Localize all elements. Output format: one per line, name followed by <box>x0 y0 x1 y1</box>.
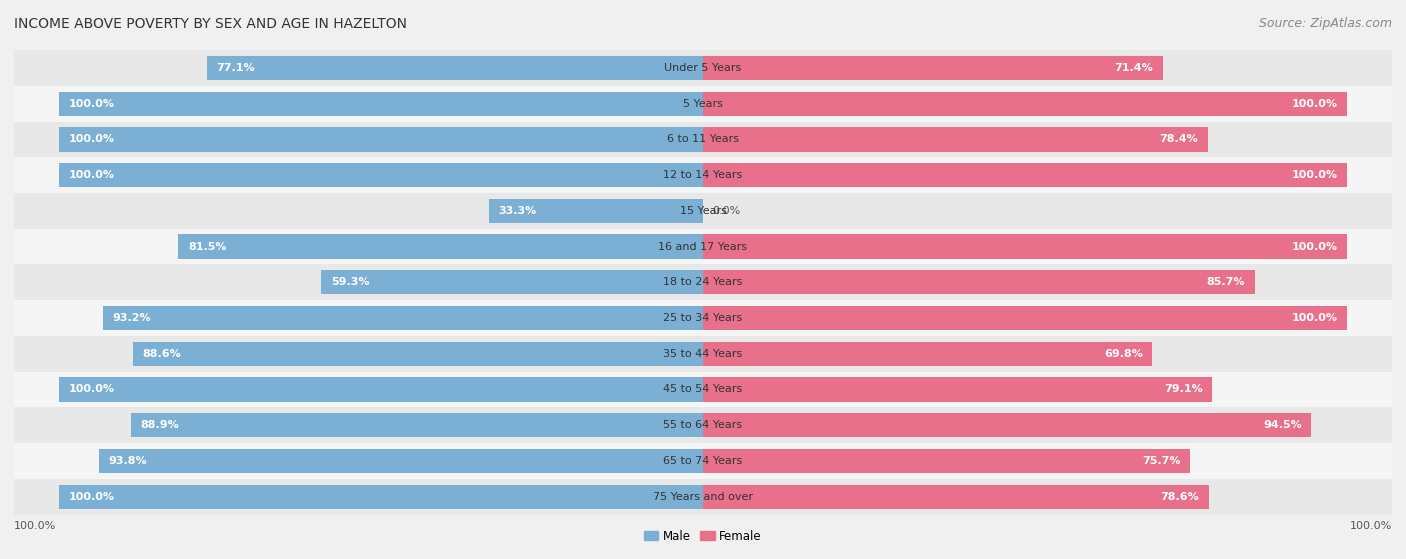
Bar <box>14 86 1392 121</box>
Text: 94.5%: 94.5% <box>1263 420 1302 430</box>
Text: 75.7%: 75.7% <box>1142 456 1181 466</box>
Bar <box>14 336 1392 372</box>
Text: 100.0%: 100.0% <box>14 520 56 530</box>
Bar <box>59 127 703 151</box>
Bar <box>321 270 703 295</box>
Bar <box>703 342 1153 366</box>
Text: 93.8%: 93.8% <box>108 456 148 466</box>
Text: 100.0%: 100.0% <box>1350 520 1392 530</box>
Text: 18 to 24 Years: 18 to 24 Years <box>664 277 742 287</box>
Bar <box>14 479 1392 514</box>
Bar <box>14 193 1392 229</box>
Bar <box>14 264 1392 300</box>
Text: 75 Years and over: 75 Years and over <box>652 492 754 501</box>
Text: 100.0%: 100.0% <box>69 492 115 501</box>
Text: 6 to 11 Years: 6 to 11 Years <box>666 134 740 144</box>
Bar <box>14 443 1392 479</box>
Bar <box>14 229 1392 264</box>
Text: 100.0%: 100.0% <box>1291 241 1337 252</box>
Bar <box>703 306 1347 330</box>
Text: INCOME ABOVE POVERTY BY SEX AND AGE IN HAZELTON: INCOME ABOVE POVERTY BY SEX AND AGE IN H… <box>14 17 408 31</box>
Bar <box>703 234 1347 259</box>
Text: 77.1%: 77.1% <box>217 63 254 73</box>
Bar <box>703 413 1312 437</box>
Text: 85.7%: 85.7% <box>1206 277 1246 287</box>
Text: Under 5 Years: Under 5 Years <box>665 63 741 73</box>
Text: 25 to 34 Years: 25 to 34 Years <box>664 313 742 323</box>
Bar <box>703 449 1191 473</box>
Bar <box>59 92 703 116</box>
Bar <box>14 372 1392 408</box>
Text: 79.1%: 79.1% <box>1164 385 1202 395</box>
Text: 65 to 74 Years: 65 to 74 Years <box>664 456 742 466</box>
Bar <box>59 377 703 401</box>
Bar <box>103 306 703 330</box>
Bar <box>14 157 1392 193</box>
Text: 71.4%: 71.4% <box>1115 63 1153 73</box>
Bar <box>703 485 1209 509</box>
Bar <box>131 413 703 437</box>
Text: 100.0%: 100.0% <box>69 99 115 108</box>
Bar <box>703 92 1347 116</box>
Bar <box>703 56 1163 80</box>
Bar <box>703 127 1208 151</box>
Bar <box>703 377 1212 401</box>
Bar <box>703 270 1254 295</box>
Bar <box>207 56 703 80</box>
Text: 55 to 64 Years: 55 to 64 Years <box>664 420 742 430</box>
Bar <box>703 163 1347 187</box>
Text: 69.8%: 69.8% <box>1104 349 1143 359</box>
Bar <box>179 234 703 259</box>
Text: 35 to 44 Years: 35 to 44 Years <box>664 349 742 359</box>
Bar <box>14 121 1392 157</box>
Text: 78.4%: 78.4% <box>1160 134 1198 144</box>
Text: Source: ZipAtlas.com: Source: ZipAtlas.com <box>1258 17 1392 30</box>
Text: 0.0%: 0.0% <box>713 206 741 216</box>
Text: 88.9%: 88.9% <box>141 420 179 430</box>
Text: 88.6%: 88.6% <box>142 349 181 359</box>
Bar <box>14 408 1392 443</box>
Bar <box>14 50 1392 86</box>
Text: 78.6%: 78.6% <box>1161 492 1199 501</box>
Legend: Male, Female: Male, Female <box>640 525 766 547</box>
Text: 81.5%: 81.5% <box>188 241 226 252</box>
Bar <box>59 163 703 187</box>
Text: 93.2%: 93.2% <box>112 313 152 323</box>
Text: 100.0%: 100.0% <box>1291 99 1337 108</box>
Text: 45 to 54 Years: 45 to 54 Years <box>664 385 742 395</box>
Text: 100.0%: 100.0% <box>1291 170 1337 180</box>
Text: 33.3%: 33.3% <box>498 206 537 216</box>
Bar <box>59 485 703 509</box>
Bar <box>132 342 703 366</box>
Text: 5 Years: 5 Years <box>683 99 723 108</box>
Bar <box>98 449 703 473</box>
Text: 16 and 17 Years: 16 and 17 Years <box>658 241 748 252</box>
Text: 15 Years: 15 Years <box>679 206 727 216</box>
Bar <box>489 198 703 223</box>
Text: 12 to 14 Years: 12 to 14 Years <box>664 170 742 180</box>
Text: 100.0%: 100.0% <box>69 385 115 395</box>
Bar <box>14 300 1392 336</box>
Text: 59.3%: 59.3% <box>330 277 370 287</box>
Text: 100.0%: 100.0% <box>69 134 115 144</box>
Text: 100.0%: 100.0% <box>1291 313 1337 323</box>
Text: 100.0%: 100.0% <box>69 170 115 180</box>
